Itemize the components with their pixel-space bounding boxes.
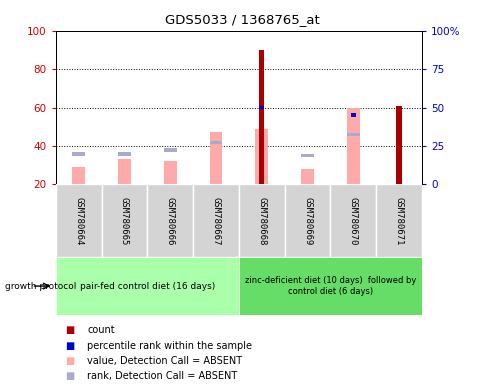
- Text: value, Detection Call = ABSENT: value, Detection Call = ABSENT: [87, 356, 242, 366]
- Text: ■: ■: [65, 341, 75, 351]
- Bar: [118, 159, 131, 184]
- Bar: [301, 169, 313, 184]
- Text: percentile rank within the sample: percentile rank within the sample: [87, 341, 252, 351]
- Text: GSM780666: GSM780666: [166, 197, 174, 245]
- Bar: [209, 132, 222, 184]
- Text: GSM780664: GSM780664: [74, 197, 83, 245]
- Text: GSM780670: GSM780670: [348, 197, 357, 245]
- Text: pair-fed control diet (16 days): pair-fed control diet (16 days): [79, 281, 214, 291]
- Bar: [164, 161, 176, 184]
- Text: GSM780668: GSM780668: [257, 197, 266, 245]
- Bar: [258, 50, 264, 184]
- Bar: [72, 152, 85, 156]
- Bar: [72, 167, 85, 184]
- Bar: [101, 184, 147, 257]
- Bar: [395, 106, 401, 184]
- Bar: [193, 184, 238, 257]
- Text: GSM780671: GSM780671: [394, 197, 403, 245]
- Bar: [346, 108, 359, 184]
- Bar: [350, 113, 355, 117]
- Text: GDS5033 / 1368765_at: GDS5033 / 1368765_at: [165, 13, 319, 26]
- Bar: [238, 257, 421, 315]
- Bar: [56, 257, 238, 315]
- Text: zinc-deficient diet (10 days)  followed by
control diet (6 days): zinc-deficient diet (10 days) followed b…: [244, 276, 415, 296]
- Text: GSM780667: GSM780667: [211, 197, 220, 245]
- Bar: [376, 184, 421, 257]
- Bar: [238, 184, 284, 257]
- Bar: [301, 154, 313, 157]
- Text: ■: ■: [65, 371, 75, 381]
- Bar: [330, 184, 376, 257]
- Text: GSM780665: GSM780665: [120, 197, 129, 245]
- Text: growth protocol: growth protocol: [5, 281, 76, 291]
- Bar: [147, 184, 193, 257]
- Bar: [164, 148, 176, 152]
- Bar: [118, 152, 131, 156]
- Bar: [209, 141, 222, 144]
- Bar: [255, 129, 268, 184]
- Text: GSM780669: GSM780669: [302, 197, 311, 245]
- Text: rank, Detection Call = ABSENT: rank, Detection Call = ABSENT: [87, 371, 237, 381]
- Bar: [284, 184, 330, 257]
- Text: ■: ■: [65, 356, 75, 366]
- Bar: [346, 133, 359, 136]
- Bar: [56, 184, 101, 257]
- Bar: [258, 106, 264, 109]
- Text: ■: ■: [65, 325, 75, 335]
- Text: count: count: [87, 325, 115, 335]
